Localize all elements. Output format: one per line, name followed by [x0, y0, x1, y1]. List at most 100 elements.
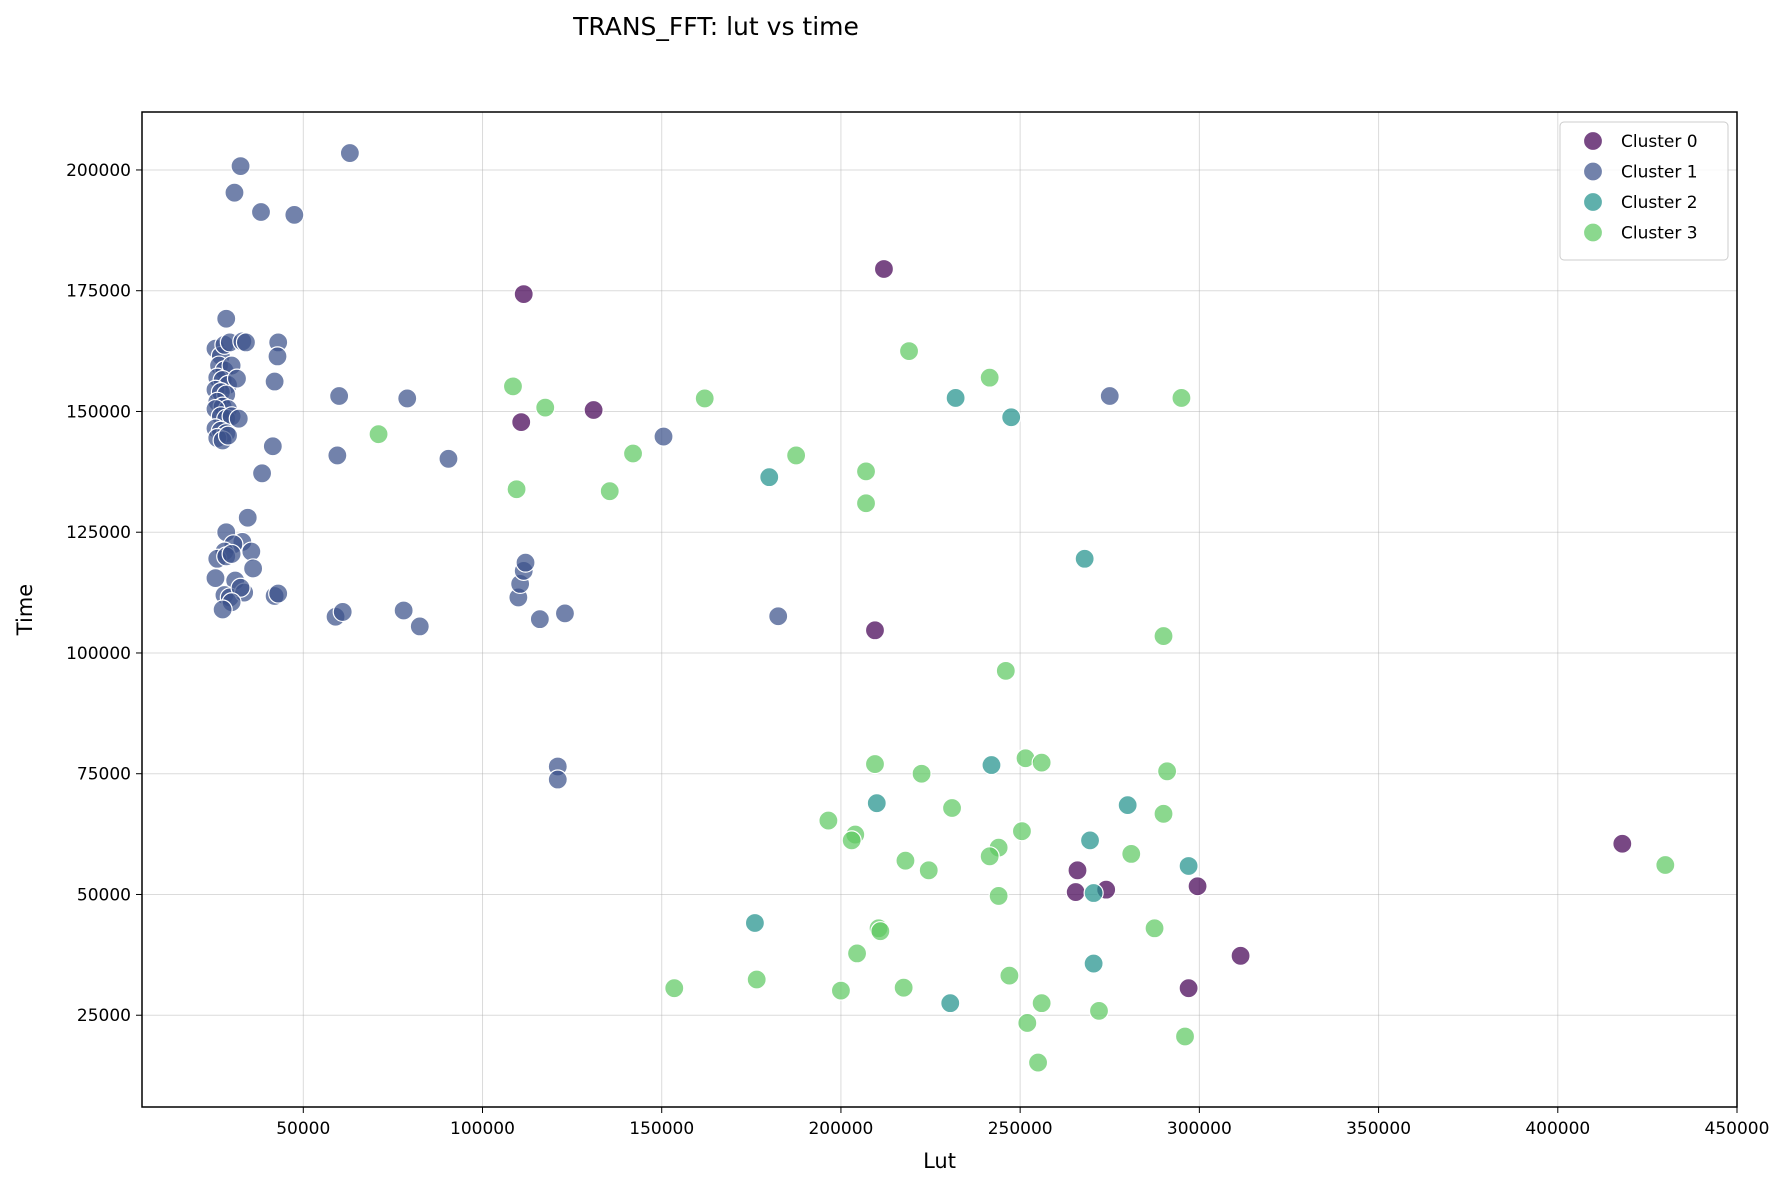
x-tick-label: 450000 — [1705, 1119, 1770, 1139]
data-point — [1153, 803, 1174, 824]
data-point — [393, 600, 414, 621]
x-tick-label: 100000 — [450, 1119, 515, 1139]
data-point — [535, 397, 556, 418]
x-axis-ticks: 50000 100000 150000 200000 250000 300000 35000… — [276, 1107, 1769, 1139]
data-point — [746, 969, 767, 990]
legend-label: Cluster 3 — [1621, 224, 1698, 244]
y-tick-label: 75000 — [77, 765, 131, 785]
data-point — [759, 467, 780, 488]
x-tick-label: 350000 — [1346, 1119, 1411, 1139]
data-point — [235, 332, 257, 353]
data-point — [995, 660, 1016, 681]
data-point — [1121, 843, 1142, 865]
data-point — [228, 408, 249, 429]
legend-marker — [1582, 191, 1604, 213]
data-point — [515, 552, 536, 573]
x-tick-label: 150000 — [629, 1119, 694, 1139]
plot-frame — [141, 111, 1738, 1108]
data-point — [873, 258, 895, 280]
x-tick-label: 50000 — [276, 1119, 330, 1139]
data-point — [870, 921, 891, 942]
data-point — [1655, 854, 1676, 876]
data-point — [529, 609, 550, 630]
data-point — [438, 448, 459, 469]
data-point — [988, 885, 1009, 907]
data-point — [221, 543, 242, 565]
legend-marker — [1582, 161, 1604, 182]
data-point — [212, 599, 233, 620]
y-tick-label: 200000 — [66, 161, 131, 181]
data-point — [1230, 945, 1251, 966]
data-point — [599, 481, 620, 502]
data-point — [898, 340, 920, 362]
data-point — [554, 603, 576, 624]
data-point — [502, 376, 524, 397]
data-point — [216, 308, 237, 329]
data-point — [1031, 752, 1052, 773]
data-point — [1067, 860, 1088, 881]
data-point — [1065, 881, 1086, 903]
legend-label: Cluster 0 — [1621, 132, 1698, 152]
data-point — [409, 616, 430, 637]
data-point — [818, 810, 839, 831]
data-point — [846, 943, 868, 964]
data-point — [653, 426, 674, 447]
data-point — [1153, 625, 1174, 647]
data-point — [1117, 795, 1138, 816]
data-point — [262, 436, 283, 457]
data-point — [511, 411, 532, 433]
data-point — [979, 367, 1000, 388]
data-point — [230, 155, 251, 177]
y-axis-label: Time — [13, 584, 37, 636]
data-point — [864, 620, 886, 641]
data-point — [1144, 918, 1165, 939]
data-point — [981, 754, 1002, 776]
y-tick-label: 150000 — [66, 402, 131, 422]
data-point — [1074, 548, 1095, 569]
data-point — [230, 577, 251, 598]
data-point — [513, 283, 534, 305]
data-point — [339, 142, 360, 164]
data-point — [830, 980, 852, 1001]
data-point — [893, 977, 914, 998]
data-point — [1001, 407, 1022, 428]
y-tick-label: 25000 — [77, 1006, 131, 1026]
data-point — [1017, 1012, 1038, 1034]
data-point — [506, 479, 527, 500]
data-point — [251, 463, 273, 484]
data-point — [368, 424, 389, 445]
data-point — [250, 201, 272, 223]
data-point — [264, 371, 285, 392]
y-tick-label: 50000 — [77, 885, 131, 905]
legend-marker — [1582, 130, 1604, 152]
legend-label: Cluster 1 — [1621, 163, 1698, 183]
data-point — [267, 346, 288, 367]
data-point — [1083, 953, 1104, 974]
data-points — [205, 142, 1676, 1073]
x-axis-label: Lut — [923, 1149, 956, 1173]
x-tick-label: 250000 — [988, 1119, 1053, 1139]
data-point — [940, 993, 961, 1014]
data-point — [205, 568, 226, 589]
legend-label: Cluster 2 — [1621, 193, 1698, 213]
data-point — [241, 541, 262, 562]
y-axis-ticks: 25000 50000 75000 100000 125000 150000 175000 2… — [66, 161, 142, 1026]
data-point — [664, 978, 685, 999]
data-point — [1099, 385, 1120, 407]
data-point — [1011, 821, 1033, 842]
data-point — [243, 558, 264, 579]
data-point — [694, 388, 715, 409]
data-point — [1178, 855, 1199, 877]
data-point — [744, 912, 766, 934]
legend-box — [1559, 121, 1729, 261]
y-tick-label: 175000 — [66, 282, 131, 302]
data-point — [329, 385, 350, 407]
data-point — [1088, 1000, 1110, 1021]
data-point — [1171, 387, 1192, 409]
data-point — [999, 965, 1020, 986]
data-point — [911, 763, 932, 784]
data-point — [1079, 830, 1101, 851]
data-point — [583, 399, 604, 421]
